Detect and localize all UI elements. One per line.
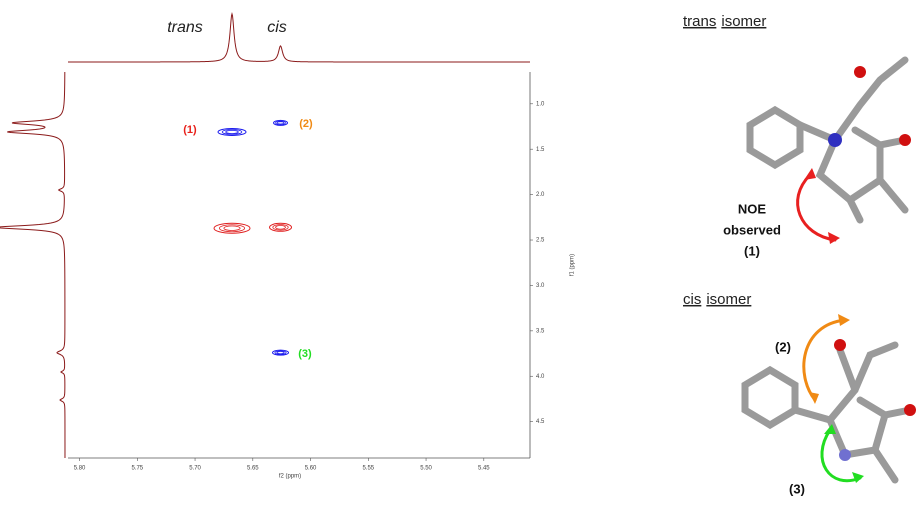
annotation: trans <box>167 19 203 36</box>
panel-title: isomer <box>706 291 751 308</box>
y-tick-label: 2.0 <box>536 192 545 198</box>
left-projection <box>0 72 65 458</box>
panel-title: cis <box>683 291 701 308</box>
note: (2) <box>775 339 791 354</box>
atom <box>899 134 911 146</box>
top-projection <box>68 14 530 62</box>
x-tick-label: 5.45 <box>478 466 490 472</box>
y-axis-label: f1 (ppm) <box>570 254 576 276</box>
contour <box>276 226 286 230</box>
panel-title: isomer <box>721 13 766 30</box>
atom <box>854 66 866 78</box>
figure: 5.80 5.75 5.70 5.65 5.60 5.55 5.50 5.45 1.0 1.5 2.… <box>0 0 916 508</box>
x-tick-label: 5.65 <box>247 466 259 472</box>
atom <box>834 339 846 351</box>
contour <box>277 352 284 354</box>
y-tick-label: 1.5 <box>536 147 545 153</box>
x-tick-label: 5.55 <box>362 466 374 472</box>
annotation: cis <box>267 19 287 36</box>
y-tick-label: 4.5 <box>536 419 545 425</box>
note: NOE <box>738 201 767 216</box>
annotation: (1) <box>183 124 197 136</box>
y-tick-label: 1.0 <box>536 101 545 107</box>
contour <box>277 122 283 124</box>
annotation: (2) <box>299 118 313 130</box>
contour <box>224 226 240 231</box>
atom <box>828 133 842 147</box>
annotation: (3) <box>298 348 312 360</box>
x-axis-label: f2 (ppm) <box>279 474 301 480</box>
y-tick-label: 3.5 <box>536 328 545 334</box>
contour <box>226 130 239 133</box>
note: (3) <box>789 481 805 496</box>
y-tick-label: 2.5 <box>536 238 545 244</box>
note: observed <box>723 222 781 237</box>
y-tick-label: 4.0 <box>536 374 545 380</box>
atom <box>904 404 916 416</box>
atom <box>839 449 851 461</box>
x-tick-label: 5.80 <box>74 466 86 472</box>
panel-title: trans <box>683 13 716 30</box>
x-tick-label: 5.60 <box>305 466 317 472</box>
molecule-drawings <box>745 60 916 483</box>
x-tick-label: 5.70 <box>189 466 201 472</box>
y-tick-label: 3.0 <box>536 283 545 289</box>
x-tick-label: 5.50 <box>420 466 432 472</box>
x-tick-label: 5.75 <box>131 466 143 472</box>
note: (1) <box>744 243 760 258</box>
